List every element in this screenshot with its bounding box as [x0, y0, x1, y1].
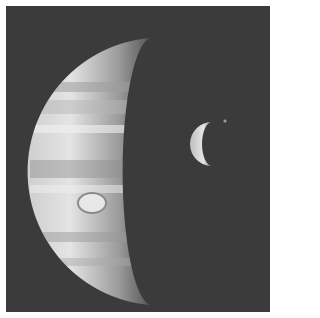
photo — [0, 0, 276, 318]
great-red-spot — [78, 193, 106, 213]
volcanic-plume — [224, 120, 227, 123]
page — [0, 0, 276, 318]
